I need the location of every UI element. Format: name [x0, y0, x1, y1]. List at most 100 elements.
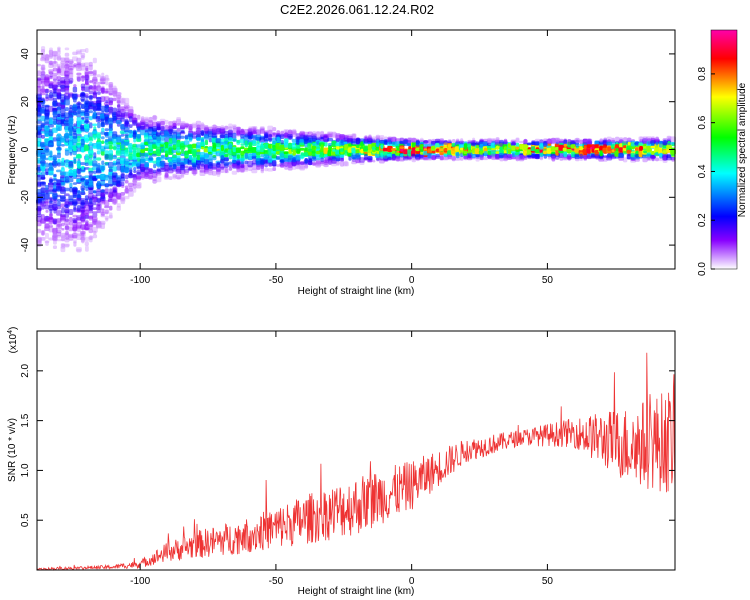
spectrogram-cell [479, 154, 484, 161]
spectrogram-cell [419, 154, 425, 160]
spectrogram-cell [48, 71, 54, 75]
spectrogram-cell [420, 149, 424, 152]
spectrogram-cell [88, 229, 94, 233]
spectrogram-cell [371, 146, 377, 151]
spectrogram-cell [487, 139, 493, 143]
spectrogram-cell [41, 214, 45, 220]
spectrogram-cell [220, 125, 225, 129]
spectrogram-cell [57, 88, 61, 92]
spectrogram-cell [77, 190, 81, 194]
spectrogram-cell [267, 168, 274, 172]
spectrogram-cell [191, 122, 198, 128]
x-tick-label: -100 [130, 275, 150, 286]
spectrogram-cell [72, 94, 78, 100]
spectrogram-cell [49, 74, 53, 78]
spectrogram-cell [68, 198, 74, 203]
spectrogram-cell [527, 142, 532, 146]
spectrogram-cell [64, 47, 70, 51]
spectrogram-cell [272, 127, 277, 132]
spectrogram-cell [328, 160, 332, 165]
spectrogram-cell [670, 156, 676, 161]
spectrogram-cell [391, 155, 396, 161]
spectrogram-cell [112, 189, 117, 193]
spectrogram-cell [332, 149, 336, 152]
spectrogram-cell [315, 162, 321, 168]
spectrogram-cell [196, 124, 201, 129]
spectrogram-cell [267, 129, 274, 134]
spectrogram-cell [64, 179, 69, 183]
spectrogram-cell [64, 231, 70, 238]
spectrogram-cell [36, 70, 42, 77]
spectrogram-cell [96, 132, 101, 139]
spectrogram-cell [45, 240, 49, 246]
spectrogram-cell [56, 96, 62, 100]
spectrogram-cell [655, 157, 659, 162]
spectrogram-cell [396, 156, 400, 162]
spectrogram-cell [308, 158, 313, 166]
spectrogram-cell [64, 58, 70, 64]
spectrogram-cell [60, 232, 66, 238]
spectrogram-cell [200, 141, 205, 147]
spectrogram-cell [279, 144, 285, 151]
spectrogram-cell [93, 220, 97, 225]
spectrogram-cell [72, 233, 78, 239]
spectrogram-cell [88, 224, 94, 227]
spectrogram-cell [171, 130, 178, 134]
spectrogram-cell [48, 81, 54, 85]
chart-title: C2E2.2026.061.12.24.R02 [280, 2, 434, 17]
spectrogram-cell [236, 167, 241, 172]
spectrogram-cell [48, 62, 54, 68]
spectrogram-cell [125, 187, 129, 194]
spectrogram-cell [165, 172, 169, 178]
spectrogram-cell [199, 123, 206, 130]
spectrogram-cell [83, 124, 90, 129]
spectrogram-cell [586, 155, 592, 160]
spectrogram-cell [101, 127, 105, 132]
spectrogram-cell [388, 140, 392, 145]
spectrogram-cell [567, 155, 571, 161]
spectrogram-cell [140, 167, 146, 171]
spectrogram-cell [236, 128, 240, 135]
spectrogram-cell [36, 86, 42, 92]
spectrogram-cell [586, 141, 592, 145]
spectrogram-cell [96, 99, 102, 104]
spectrogram-cell [284, 162, 288, 168]
spectrogram-cell [519, 140, 524, 144]
spectrogram-cell [108, 183, 114, 187]
spectrogram-cell [399, 154, 404, 157]
spectrogram-cell [112, 107, 117, 113]
x-tick-label: -100 [130, 576, 150, 587]
spectrogram-cell [526, 149, 532, 156]
spectrogram-cell [252, 127, 257, 135]
spectrogram-cell [100, 165, 105, 171]
spectrogram-cell [36, 130, 42, 135]
spectrogram-cell [188, 138, 193, 142]
spectrogram-cell [223, 161, 230, 166]
spectrogram-cell [105, 100, 109, 104]
spectrogram-cell [60, 186, 66, 192]
spectrogram-cell [280, 162, 285, 168]
spectrogram-cell [92, 211, 98, 218]
spectrogram-cell [320, 161, 325, 165]
x-tick-label: 50 [542, 576, 554, 587]
spectrogram-cell [68, 209, 74, 215]
spectrogram-cell [100, 213, 105, 218]
spectrogram-cell [468, 146, 472, 151]
spectrogram-cell [299, 147, 305, 151]
spectrogram-cell [232, 159, 237, 164]
spectrogram-cell [41, 161, 45, 167]
spectrogram-cell [104, 128, 109, 132]
spectrogram-cell [327, 159, 333, 165]
spectrogram-cell [559, 155, 564, 161]
spectrogram-cell [108, 90, 113, 96]
spectrogram-cell [72, 227, 78, 231]
spectrogram-cell [188, 124, 193, 130]
spectrogram-cell [76, 62, 82, 66]
spectrogram-cell [164, 171, 169, 178]
spectrogram-cell [551, 153, 556, 159]
spectrogram-cell [598, 141, 604, 144]
spectrogram-cell [607, 146, 612, 152]
spectrogram-cell [284, 162, 288, 167]
spectrogram-cell [105, 217, 109, 222]
spectrogram-cell [650, 155, 657, 159]
